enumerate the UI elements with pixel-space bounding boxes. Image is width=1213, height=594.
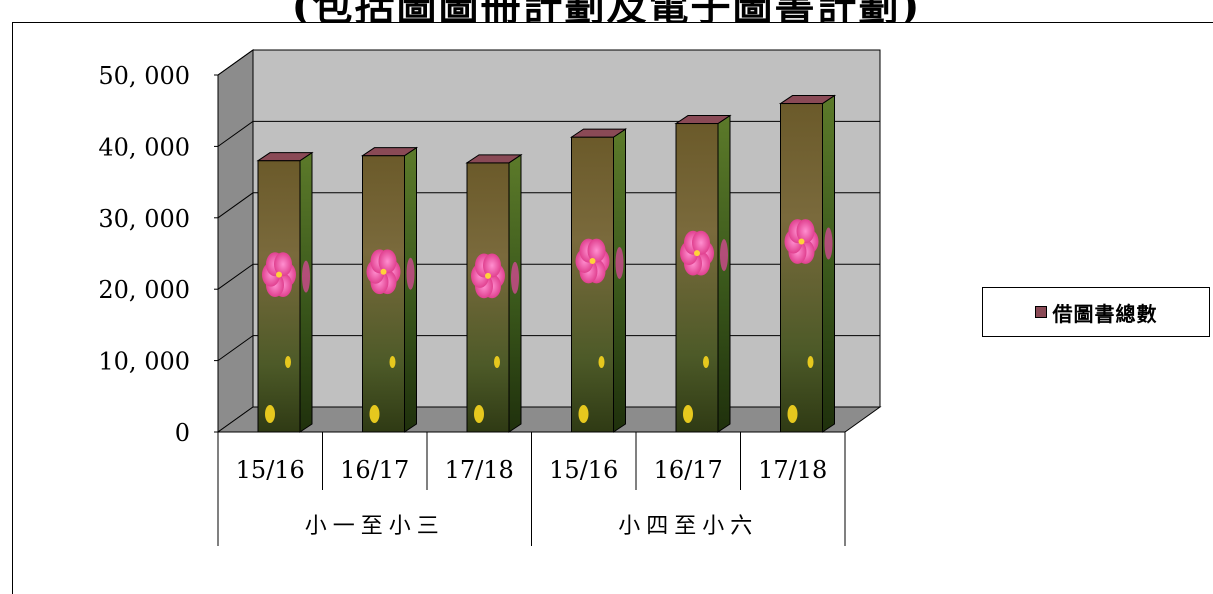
flower-petal: [692, 230, 710, 255]
y-tick-label: 40, 000: [98, 133, 190, 161]
flower-side: [824, 227, 833, 260]
flower-petal: [378, 249, 397, 274]
y-tick-label: 30, 000: [98, 205, 190, 233]
flower-side: [406, 257, 415, 290]
chart-area: [12, 22, 1213, 594]
gridline: [217, 49, 880, 76]
bar: [360, 146, 419, 433]
bud: [598, 356, 605, 368]
bar: [256, 151, 314, 433]
flower-center: [694, 250, 700, 257]
bud: [265, 405, 275, 423]
bar-side: [717, 114, 731, 433]
gridline: [217, 335, 880, 362]
bar-top: [465, 154, 523, 164]
category-label: 17/18: [758, 456, 827, 484]
bar-front: [257, 160, 301, 433]
bar-front: [780, 103, 823, 433]
bar-top: [569, 128, 628, 138]
flower-petal: [483, 253, 501, 278]
y-tick-label: 10, 000: [98, 348, 190, 376]
group-label: 小四至小六: [618, 514, 758, 539]
gridline: [217, 192, 880, 219]
category-label: 15/16: [236, 456, 305, 484]
bar-side: [404, 146, 417, 433]
bar-front: [675, 123, 719, 433]
category-label: 15/16: [549, 456, 618, 484]
flower-side: [720, 239, 728, 272]
flower-center: [589, 257, 596, 264]
group-label: 小一至小三: [305, 514, 445, 539]
bud: [285, 356, 291, 368]
bud: [494, 356, 500, 368]
flower-center: [276, 271, 282, 278]
bar-side: [822, 94, 835, 433]
legend-swatch: [1034, 306, 1047, 318]
flower-side: [302, 260, 310, 293]
bar-top: [256, 152, 314, 162]
bar: [778, 94, 837, 433]
bar-front: [362, 155, 405, 433]
legend: 借圖書總數: [982, 287, 1210, 337]
title-clip: (包括圖圖冊計劃及電子圖書計劃): [0, 0, 1213, 22]
flower-petal: [796, 219, 815, 244]
bar: [674, 114, 732, 433]
side-wall: [217, 49, 254, 433]
y-tick-label: 20, 000: [98, 276, 190, 304]
bud: [787, 405, 798, 423]
bud: [474, 405, 484, 423]
category-label: 17/18: [445, 456, 514, 484]
y-tick-label: 0: [175, 419, 190, 447]
category-label: 16/17: [340, 456, 409, 484]
flower-center: [380, 268, 387, 275]
flower-petal: [274, 252, 292, 277]
bud: [578, 405, 589, 423]
category-label: 16/17: [654, 456, 723, 484]
flower-side: [511, 261, 519, 294]
bar: [465, 153, 523, 433]
bar: [569, 128, 628, 433]
bud: [389, 356, 396, 368]
bar-top: [778, 95, 837, 105]
chart-title: (包括圖圖冊計劃及電子圖書計劃): [0, 0, 1213, 22]
gridline: [217, 263, 880, 290]
flower-center: [798, 238, 805, 245]
legend-label: 借圖書總數: [1052, 301, 1158, 326]
bar-side: [613, 128, 626, 433]
gridline: [217, 120, 880, 147]
flower-petal: [587, 238, 606, 263]
bud: [703, 356, 709, 368]
bar-front: [571, 136, 614, 433]
bud: [683, 405, 693, 423]
bar-top: [674, 115, 732, 125]
y-tick-label: 50, 000: [98, 62, 190, 90]
bar-top: [360, 147, 419, 157]
bud: [807, 356, 814, 368]
flower-side: [615, 246, 624, 279]
bar-front: [466, 162, 510, 433]
flower-center: [485, 272, 491, 279]
bud: [369, 405, 380, 423]
